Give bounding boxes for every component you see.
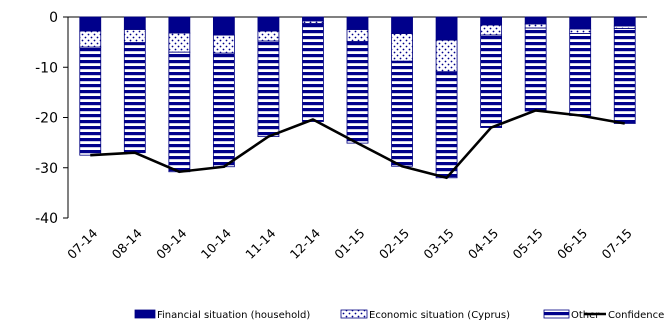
legend-label: Economic situation (Cyprus) xyxy=(369,310,510,321)
x-tick-label: 04-15 xyxy=(465,226,501,262)
bar-stripes xyxy=(212,52,235,168)
bar-dots xyxy=(168,32,191,53)
bar-stripes xyxy=(613,28,636,124)
y-tick-label: -20 xyxy=(35,111,58,127)
x-tick-label: 02-15 xyxy=(376,226,412,262)
bar-dots xyxy=(346,29,369,43)
x-tick-label: 05-15 xyxy=(509,226,545,262)
bar-solid-navy xyxy=(524,16,547,25)
bar-dots xyxy=(257,30,280,42)
bar-stripes xyxy=(257,40,280,137)
bars-group xyxy=(79,16,636,179)
bar-solid-navy xyxy=(79,16,102,32)
bar-solid-navy xyxy=(569,16,592,30)
legend-label: Other xyxy=(571,310,600,321)
bar-solid-navy xyxy=(391,16,413,34)
bar-dots xyxy=(391,33,413,62)
x-tick-label: 09-14 xyxy=(153,225,189,261)
bar-solid-navy xyxy=(212,16,235,36)
line-group xyxy=(90,109,625,180)
bar-stripes xyxy=(79,46,102,156)
x-tick-label: 08-14 xyxy=(109,225,145,261)
bar-stripes xyxy=(346,41,369,144)
bar-stripes xyxy=(168,51,191,173)
legend: Financial situation (household) Economic … xyxy=(134,309,667,321)
bar-stripes xyxy=(391,60,413,167)
bar-solid-navy xyxy=(168,16,191,34)
y-tick-label: -30 xyxy=(35,161,58,177)
bar-stripes xyxy=(435,71,458,179)
x-tick-label: 10-14 xyxy=(198,225,234,261)
bar-solid-navy xyxy=(257,16,280,32)
bar-dots xyxy=(79,30,102,48)
bar-dots xyxy=(435,39,458,73)
legend-label: Financial situation (household) xyxy=(157,310,310,321)
x-tick-label: 01-15 xyxy=(331,226,367,262)
x-axis: 07-14 08-14 09-14 10-14 11-14 12-14 01-15 02-15… xyxy=(64,225,635,261)
bar-solid-navy xyxy=(480,16,503,26)
bar-stripes xyxy=(480,34,503,128)
y-tick-label: -10 xyxy=(35,60,58,76)
x-tick-label: 06-15 xyxy=(554,226,590,262)
bar-solid-navy xyxy=(613,16,636,27)
legend-swatch-solid-navy xyxy=(134,309,156,319)
legend-swatch-dots xyxy=(340,309,368,319)
confidence-indicator-line xyxy=(90,109,625,180)
y-tick-label: 0 xyxy=(49,10,58,26)
legend-label: Confidence Indicator xyxy=(608,310,667,321)
x-tick-label: 07-14 xyxy=(64,225,100,261)
bar-solid-navy xyxy=(123,16,146,30)
x-tick-label: 07-15 xyxy=(599,226,635,262)
bar-stripes xyxy=(123,42,146,154)
x-tick-label: 12-14 xyxy=(287,225,323,261)
bar-stripes xyxy=(302,23,324,122)
bar-solid-navy xyxy=(435,16,458,41)
bar-dots xyxy=(212,34,235,54)
bar-stripes xyxy=(524,27,547,112)
bar-dots xyxy=(480,24,503,36)
bar-dots xyxy=(569,28,592,34)
bar-dots xyxy=(524,23,547,29)
legend-swatch-stripes xyxy=(543,309,570,319)
x-tick-label: 03-15 xyxy=(420,226,456,262)
bar-solid-navy xyxy=(346,16,369,30)
bar-solid-navy xyxy=(302,16,324,22)
bar-dots xyxy=(123,29,146,44)
y-tick-label: -40 xyxy=(35,211,58,227)
x-tick-label: 11-14 xyxy=(242,225,278,261)
bar-stripes xyxy=(569,33,592,116)
